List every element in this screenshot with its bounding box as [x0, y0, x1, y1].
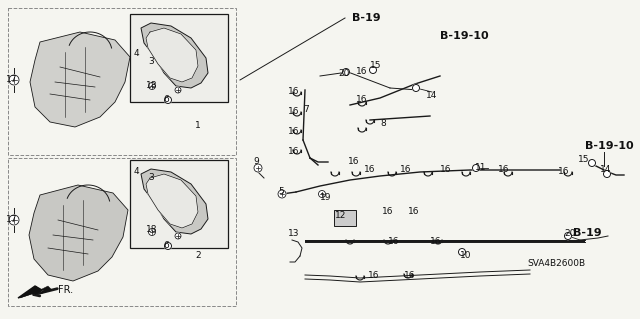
Text: 16: 16: [288, 147, 300, 157]
Text: 16: 16: [288, 108, 300, 116]
Polygon shape: [146, 174, 198, 228]
Text: 3: 3: [148, 57, 154, 66]
Bar: [334, 210, 356, 226]
Text: 16: 16: [288, 87, 300, 97]
Text: 19: 19: [320, 194, 332, 203]
Polygon shape: [146, 28, 198, 82]
Text: 4: 4: [134, 167, 140, 176]
Text: 3: 3: [148, 174, 154, 182]
Circle shape: [604, 170, 611, 177]
Bar: [8, 8, 236, 155]
Text: 17: 17: [6, 76, 17, 85]
Circle shape: [164, 242, 172, 249]
Circle shape: [148, 83, 156, 90]
Polygon shape: [20, 286, 52, 298]
Text: 14: 14: [600, 166, 611, 174]
Text: 2: 2: [195, 251, 200, 261]
Circle shape: [278, 190, 286, 198]
Text: 16: 16: [400, 166, 412, 174]
Bar: [130, 14, 228, 102]
Circle shape: [9, 75, 19, 85]
Circle shape: [175, 233, 181, 239]
Text: 16: 16: [364, 166, 376, 174]
Text: 16: 16: [388, 238, 399, 247]
Circle shape: [589, 160, 595, 167]
Text: 10: 10: [460, 251, 472, 261]
Text: 6: 6: [163, 241, 169, 250]
Text: B-19-10: B-19-10: [585, 141, 634, 151]
Circle shape: [9, 215, 19, 225]
Bar: [305, 240, 585, 242]
Circle shape: [369, 66, 376, 73]
Text: 12: 12: [335, 211, 346, 219]
Circle shape: [413, 85, 419, 92]
Text: 15: 15: [578, 155, 589, 165]
Polygon shape: [18, 286, 42, 298]
Circle shape: [254, 164, 262, 172]
Text: 16: 16: [558, 167, 570, 176]
Polygon shape: [141, 169, 208, 234]
Text: 16: 16: [382, 207, 394, 217]
Circle shape: [458, 249, 465, 256]
Text: B-19-10: B-19-10: [440, 31, 488, 41]
Text: 1: 1: [195, 122, 201, 130]
Text: SVA4B2600B: SVA4B2600B: [527, 259, 585, 269]
Text: 16: 16: [440, 166, 451, 174]
Text: B-19: B-19: [573, 228, 602, 238]
Circle shape: [472, 165, 479, 172]
Circle shape: [564, 233, 572, 240]
Text: 16: 16: [368, 271, 380, 280]
Polygon shape: [30, 32, 130, 127]
Text: 6: 6: [163, 95, 169, 105]
Text: 20: 20: [338, 70, 349, 78]
Text: 16: 16: [356, 68, 367, 77]
Text: 8: 8: [380, 120, 386, 129]
Circle shape: [164, 97, 172, 103]
Text: B-19: B-19: [352, 13, 381, 23]
Text: 11: 11: [475, 164, 486, 173]
Polygon shape: [141, 23, 208, 88]
Circle shape: [148, 228, 156, 235]
Text: 16: 16: [404, 271, 415, 280]
Text: 16: 16: [430, 238, 442, 247]
Circle shape: [342, 69, 349, 76]
Circle shape: [175, 87, 181, 93]
Text: 17: 17: [6, 216, 17, 225]
Text: 13: 13: [288, 229, 300, 239]
Text: 14: 14: [426, 92, 437, 100]
Text: 18: 18: [146, 80, 157, 90]
Text: 5: 5: [278, 188, 284, 197]
Text: 9: 9: [253, 158, 259, 167]
Text: 15: 15: [370, 62, 381, 70]
Text: 16: 16: [498, 166, 509, 174]
Text: 18: 18: [146, 226, 157, 234]
Text: 16: 16: [288, 128, 300, 137]
Bar: [130, 160, 228, 248]
Text: 20: 20: [564, 229, 575, 239]
Bar: [8, 158, 236, 306]
Text: 4: 4: [134, 49, 140, 58]
Text: 7: 7: [303, 106, 308, 115]
Text: FR.: FR.: [58, 285, 73, 295]
Text: 16: 16: [348, 158, 360, 167]
Polygon shape: [29, 185, 128, 281]
Text: 16: 16: [408, 207, 419, 217]
Circle shape: [319, 190, 326, 197]
Text: 16: 16: [356, 95, 367, 105]
